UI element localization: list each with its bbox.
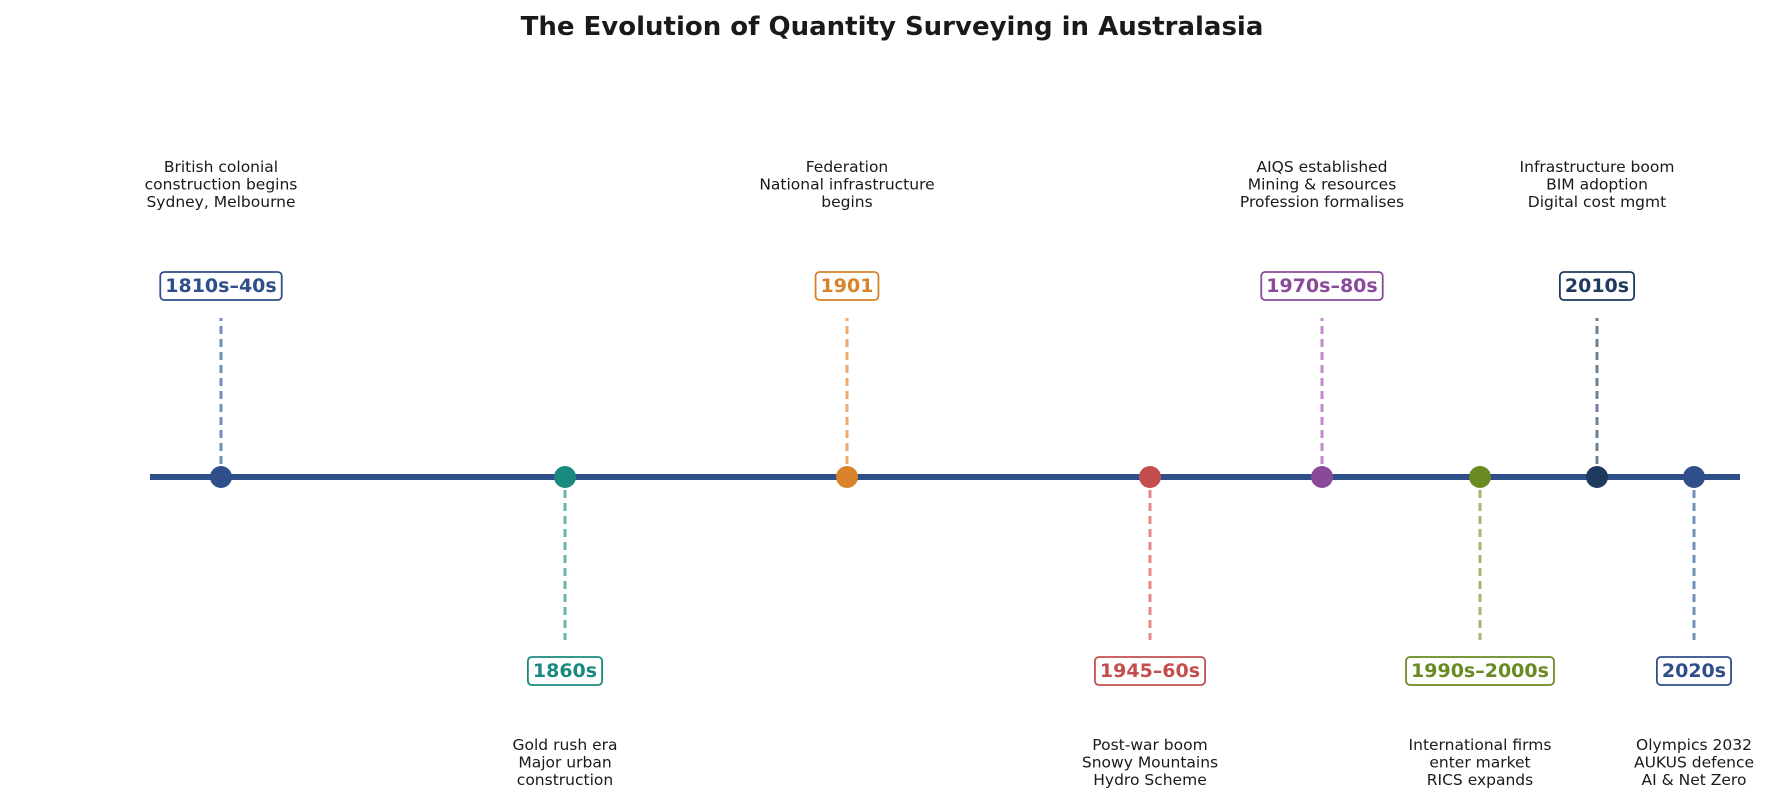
event-description-line: Hydro Scheme <box>1093 771 1206 789</box>
event-description-line: National infrastructure <box>759 176 934 194</box>
event-description: AIQS established Mining & resources Profes… <box>1240 158 1404 211</box>
event-marker <box>1683 466 1705 488</box>
event-description-line: Federation <box>806 158 889 176</box>
event-description: Federation National infrastructure begins <box>759 158 934 211</box>
event-description-line: Post-war boom <box>1092 736 1207 754</box>
event-period-box <box>814 271 880 301</box>
event-description: Gold rush era Major urban construction <box>513 736 618 789</box>
event-description-line: Snowy Mountains <box>1082 754 1218 772</box>
event-period-box <box>526 656 604 686</box>
event-description-line: construction begins <box>145 176 298 194</box>
event-period-label: 2020s <box>1662 660 1726 682</box>
event-description: International firms enter market RICS expa… <box>1409 736 1552 789</box>
event-description: Infrastructure boom BIM adoption Digital c… <box>1520 158 1675 211</box>
event-period-label: 2010s <box>1565 275 1629 297</box>
event-description-line: construction <box>517 771 613 789</box>
event-marker <box>1139 466 1161 488</box>
event-description-line: enter market <box>1429 754 1530 772</box>
event-description-line: Mining & resources <box>1248 176 1397 194</box>
event-description: Olympics 2032 AUKUS defence AI & Net Zero <box>1634 736 1754 789</box>
timeline-event: 1901 Federation National infrastructure beg… <box>759 158 935 488</box>
event-description-line: begins <box>821 193 872 211</box>
event-period-label: 1860s <box>533 660 597 682</box>
timeline-event: 1810s–40s British colonial construction be… <box>145 158 298 488</box>
event-period-label: 1901 <box>821 275 874 297</box>
event-description-line: Olympics 2032 <box>1636 736 1752 754</box>
event-marker <box>210 466 232 488</box>
event-period-label: 1945–60s <box>1100 660 1200 682</box>
event-marker <box>1586 466 1608 488</box>
timeline-event: 2010s Infrastructure boom BIM adoption Digi… <box>1520 158 1675 488</box>
event-description-line: Profession formalises <box>1240 193 1404 211</box>
event-description-line: AIQS established <box>1256 158 1387 176</box>
event-description: British colonial construction begins Sydne… <box>145 158 298 211</box>
event-period-box <box>1405 656 1555 686</box>
event-period-label: 1810s–40s <box>165 275 276 297</box>
event-marker <box>836 466 858 488</box>
event-marker <box>1311 466 1333 488</box>
event-description-line: BIM adoption <box>1546 176 1648 194</box>
event-description-line: RICS expands <box>1427 771 1533 789</box>
event-description-line: AI & Net Zero <box>1642 771 1747 789</box>
event-description-line: International firms <box>1409 736 1552 754</box>
diagram-title: The Evolution of Quantity Surveying in A… <box>521 12 1264 42</box>
event-period-box <box>1260 271 1384 301</box>
timeline-event: 1860s Gold rush era Major urban constructio… <box>513 466 618 789</box>
event-description-line: Major urban <box>518 754 611 772</box>
event-description-line: British colonial <box>164 158 278 176</box>
event-description-line: Sydney, Melbourne <box>146 193 295 211</box>
event-description: Post-war boom Snowy Mountains Hydro Scheme <box>1082 736 1218 789</box>
event-marker <box>1469 466 1491 488</box>
event-description-line: Infrastructure boom <box>1520 158 1675 176</box>
timeline-event: 1970s–80s AIQS established Mining & resour… <box>1240 158 1404 488</box>
event-description-line: Gold rush era <box>513 736 618 754</box>
event-period-box <box>159 271 283 301</box>
event-description-line: Digital cost mgmt <box>1528 193 1666 211</box>
event-description-line: AUKUS defence <box>1634 754 1754 772</box>
event-period-box <box>1655 656 1733 686</box>
event-period-label: 1970s–80s <box>1266 275 1377 297</box>
event-period-box <box>1558 271 1636 301</box>
event-period-box <box>1094 656 1206 686</box>
timeline-event: 1990s–2000s International firms enter mark… <box>1405 466 1555 789</box>
event-period-label: 1990s–2000s <box>1411 660 1549 682</box>
timeline-event: 1945–60s Post-war boom Snowy Mountains Hydr… <box>1082 466 1218 789</box>
timeline-event: 2020s Olympics 2032 AUKUS defence AI & Net … <box>1634 466 1754 789</box>
event-marker <box>554 466 576 488</box>
